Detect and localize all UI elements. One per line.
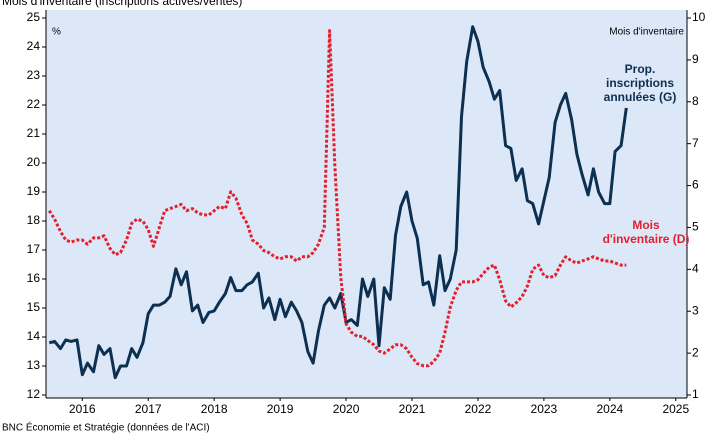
series-label: Mois d'inventaire (D)	[602, 218, 690, 246]
x-tick-label: 2018	[201, 402, 228, 416]
y2-tick-label: 2	[692, 345, 699, 359]
chart-title: Mois d'inventaire (inscriptions actives/…	[2, 0, 242, 8]
y-tick-label: 16	[27, 271, 41, 285]
series-line	[48, 25, 628, 380]
x-tick-label: 2022	[465, 402, 492, 416]
x-tick-label: 2020	[333, 402, 360, 416]
y-tick-label: 25	[27, 10, 41, 24]
series-label: Prop. inscriptions annulées (G)	[603, 62, 677, 104]
y2-tick-label: 8	[692, 94, 699, 108]
x-tick-label: 2017	[135, 402, 162, 416]
y2-tick-label: 1	[692, 387, 699, 401]
y-tick-label: 17	[27, 242, 41, 256]
y2-tick-label: 10	[692, 10, 706, 24]
y2-tick-label: 4	[692, 262, 699, 276]
series-line	[48, 29, 627, 368]
plot-background	[46, 10, 687, 398]
y-tick-label: 19	[27, 184, 41, 198]
y-tick-label: 21	[27, 126, 41, 140]
x-tick-label: 2023	[531, 402, 558, 416]
y-tick-label: 14	[27, 329, 41, 343]
y2-tick-label: 3	[692, 303, 699, 317]
x-tick-label: 2024	[596, 402, 623, 416]
x-tick-label: 2025	[662, 402, 689, 416]
y-tick-label: 23	[27, 68, 41, 82]
y-tick-label: 18	[27, 213, 41, 227]
y-tick-label: 13	[27, 358, 41, 372]
y-tick-label: 20	[27, 155, 41, 169]
y2-tick-label: 9	[692, 52, 699, 66]
y2-tick-label: 6	[692, 178, 699, 192]
y2-label: Mois d'inventaire	[609, 27, 684, 38]
source: BNC Économie et Stratégie (données de l'…	[2, 421, 210, 434]
y-tick-label: 22	[27, 97, 41, 111]
y2-tick-label: 5	[692, 220, 699, 234]
y-tick-label: 12	[27, 387, 41, 401]
x-tick-label: 2019	[267, 402, 294, 416]
y2-tick-label: 7	[692, 136, 699, 150]
y-tick-label: 24	[27, 39, 41, 53]
y-unit: %	[52, 27, 61, 38]
x-tick-label: 2021	[399, 402, 426, 416]
y-tick-label: 15	[27, 300, 41, 314]
x-tick-label: 2016	[69, 402, 96, 416]
